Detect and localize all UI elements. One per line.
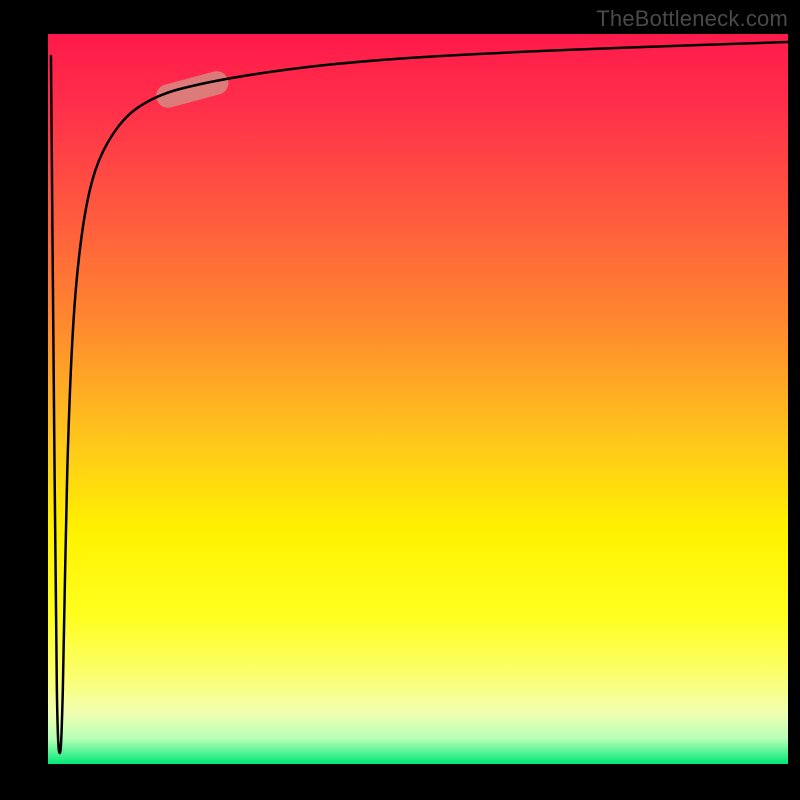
chart-container: TheBottleneck.com (0, 0, 800, 800)
watermark-text: TheBottleneck.com (596, 6, 788, 32)
plot-background (48, 34, 788, 764)
bottleneck-chart (0, 0, 800, 800)
